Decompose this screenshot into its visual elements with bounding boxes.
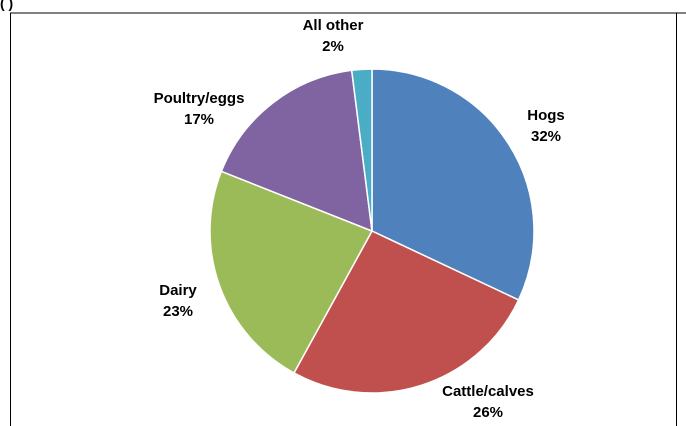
slice-percent-dairy: 23%	[163, 303, 193, 320]
pie-slice-all-other	[350, 68, 373, 232]
pie-slices	[209, 68, 535, 394]
slice-percent-poultry-eggs: 17%	[184, 111, 214, 128]
slice-percent-hogs: 32%	[531, 128, 561, 145]
slice-label-all-other: All other	[303, 17, 364, 34]
pie-slice-dairy	[209, 170, 374, 374]
slice-label-hogs: Hogs	[527, 107, 565, 124]
slice-label-cattle-calves: Cattle/calves	[442, 383, 534, 400]
top-caption: ( )	[0, 0, 13, 11]
slice-percent-cattle-calves: 26%	[473, 404, 503, 421]
pie-labels: Hogs 32% Cattle/calves 26% Dairy 23% Pou…	[154, 17, 565, 421]
pie-slice-poultry-eggs	[220, 69, 373, 233]
slice-percent-all-other: 2%	[322, 38, 344, 55]
slice-label-dairy: Dairy	[159, 282, 197, 299]
slice-label-poultry-eggs: Poultry/eggs	[154, 90, 245, 107]
pie-slice-hogs	[371, 68, 535, 301]
